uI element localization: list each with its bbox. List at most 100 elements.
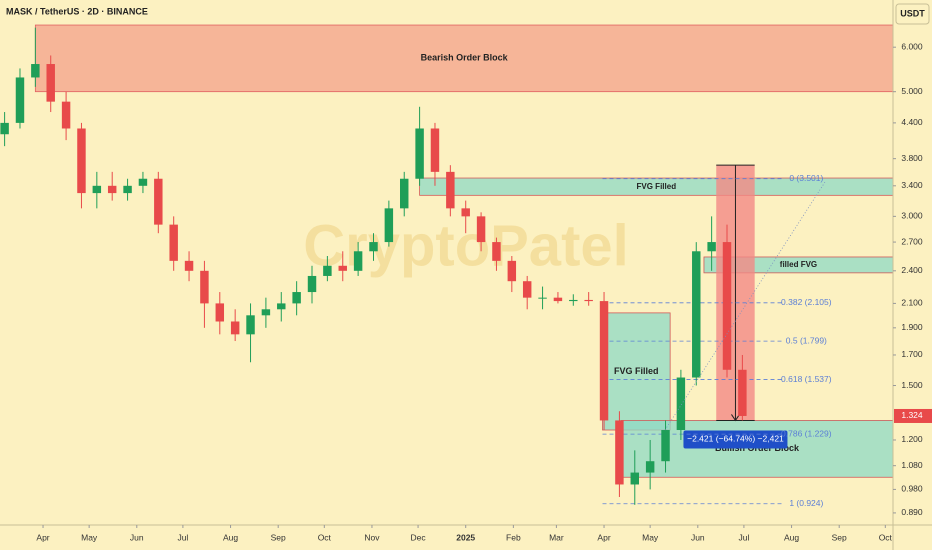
fib-trend-line xyxy=(664,181,826,431)
measure-label: −2.421 (−64.74%) −2,421 xyxy=(687,434,784,444)
candle-body xyxy=(123,185,132,194)
candle-body xyxy=(707,242,716,252)
x-tick-label: Nov xyxy=(364,532,380,542)
y-tick-label: 1.900 xyxy=(901,322,923,332)
last-price-label: 1.324 xyxy=(901,410,923,420)
candle-body xyxy=(676,377,686,431)
x-tick-label: Jun xyxy=(130,532,144,542)
candle-body xyxy=(461,208,470,217)
x-tick-label: Feb xyxy=(506,532,521,542)
candle-body xyxy=(61,101,71,129)
candle-body xyxy=(569,299,578,302)
fib-label: 0 (3.501) xyxy=(789,173,823,183)
zone xyxy=(34,24,894,93)
x-tick-label: Sep xyxy=(832,532,847,542)
candle-body xyxy=(507,260,517,282)
x-tick-label: Jul xyxy=(177,532,188,542)
candle-body xyxy=(692,251,701,378)
candle-body xyxy=(599,301,609,421)
x-tick-label: 2025 xyxy=(456,532,475,542)
y-tick-label: 3.400 xyxy=(901,180,923,190)
x-tick-label: Sep xyxy=(271,532,286,542)
candle-body xyxy=(661,430,670,462)
candle-body xyxy=(307,275,317,293)
x-tick-label: Oct xyxy=(879,532,893,542)
candle-body xyxy=(77,128,86,194)
y-tick-label: 6.000 xyxy=(901,41,923,51)
candle-body xyxy=(584,299,593,302)
candle-body xyxy=(323,265,332,276)
zone-label: Bearish Order Block xyxy=(421,53,509,63)
x-tick-label: Aug xyxy=(223,532,238,542)
candle-body xyxy=(738,369,747,416)
candle-body xyxy=(553,297,563,302)
candle-body xyxy=(15,77,25,123)
candle-body xyxy=(446,171,455,209)
fib-label: 0.5 (1.799) xyxy=(786,335,827,345)
candle-body xyxy=(645,461,655,473)
zone xyxy=(602,312,671,431)
currency: USDT xyxy=(900,8,925,18)
last-price-box xyxy=(894,408,932,423)
y-tick-label: 0.890 xyxy=(901,507,923,517)
x-tick-label: Dec xyxy=(411,532,427,542)
candle-body xyxy=(138,178,148,186)
candle-body xyxy=(215,303,225,322)
candle-body xyxy=(722,242,732,370)
candle-body xyxy=(538,297,547,299)
plot-area: Bearish Order Block FVG Filled filled FVG F… xyxy=(0,24,894,508)
candle-body xyxy=(31,64,40,78)
fib-label: 1 (0.924) xyxy=(789,498,823,508)
zone-label: FVG Filled xyxy=(637,182,677,191)
candle-body xyxy=(277,303,286,310)
candle-body xyxy=(353,251,363,271)
zone-label: FVG Filled xyxy=(614,366,659,376)
x-tick-label: Mar xyxy=(549,532,564,542)
candle-body xyxy=(230,321,240,335)
symbol-title: MASK / TetherUS · 2D · BINANCE xyxy=(6,6,148,16)
candle-body xyxy=(400,178,409,209)
y-tick-label: 4.400 xyxy=(901,117,923,127)
x-tick-label: Jun xyxy=(691,532,705,542)
candle-body xyxy=(292,292,301,304)
x-tick-label: Aug xyxy=(784,532,799,542)
zone-label: filled FVG xyxy=(780,260,817,269)
x-tick-label: Oct xyxy=(318,532,332,542)
x-tick-label: Jul xyxy=(738,532,749,542)
y-tick-label: 2.100 xyxy=(901,298,923,308)
candle-body xyxy=(0,122,9,135)
fib-label: 0.382 (2.105) xyxy=(781,297,832,307)
x-tick-label: May xyxy=(81,532,98,542)
y-tick-label: 2.700 xyxy=(901,236,923,246)
candle-body xyxy=(154,178,163,225)
candle-body xyxy=(492,242,501,261)
candle-body xyxy=(46,64,55,102)
candle-body xyxy=(184,260,194,271)
candle-body xyxy=(430,128,440,172)
candle-body xyxy=(630,472,640,485)
y-tick-label: 0.980 xyxy=(901,484,923,494)
candle-body xyxy=(200,270,209,304)
candle-body xyxy=(246,315,255,335)
currency-box xyxy=(895,3,930,25)
x-tick-label: Apr xyxy=(597,532,610,542)
y-tick-label: 1.500 xyxy=(901,380,923,390)
candle-body xyxy=(369,242,378,252)
fib-label: 0.786 (1.229) xyxy=(781,428,832,438)
candle-body xyxy=(384,208,394,243)
candle-body xyxy=(615,420,624,485)
y-tick-label: 3.000 xyxy=(901,211,923,221)
y-tick-label: 2.400 xyxy=(901,265,923,275)
candle-body xyxy=(522,281,532,298)
y-tick-label: 1.700 xyxy=(901,349,923,359)
candle-body xyxy=(261,309,271,316)
candle-body xyxy=(415,128,424,179)
measure-label-box xyxy=(683,430,788,449)
candle-body xyxy=(476,216,486,243)
y-tick-label: 3.800 xyxy=(901,153,923,163)
y-tick-label: 1.200 xyxy=(901,434,923,444)
candle-body xyxy=(338,265,347,271)
y-tick-label: 5.000 xyxy=(901,86,923,96)
y-tick-label: 1.080 xyxy=(901,460,923,470)
